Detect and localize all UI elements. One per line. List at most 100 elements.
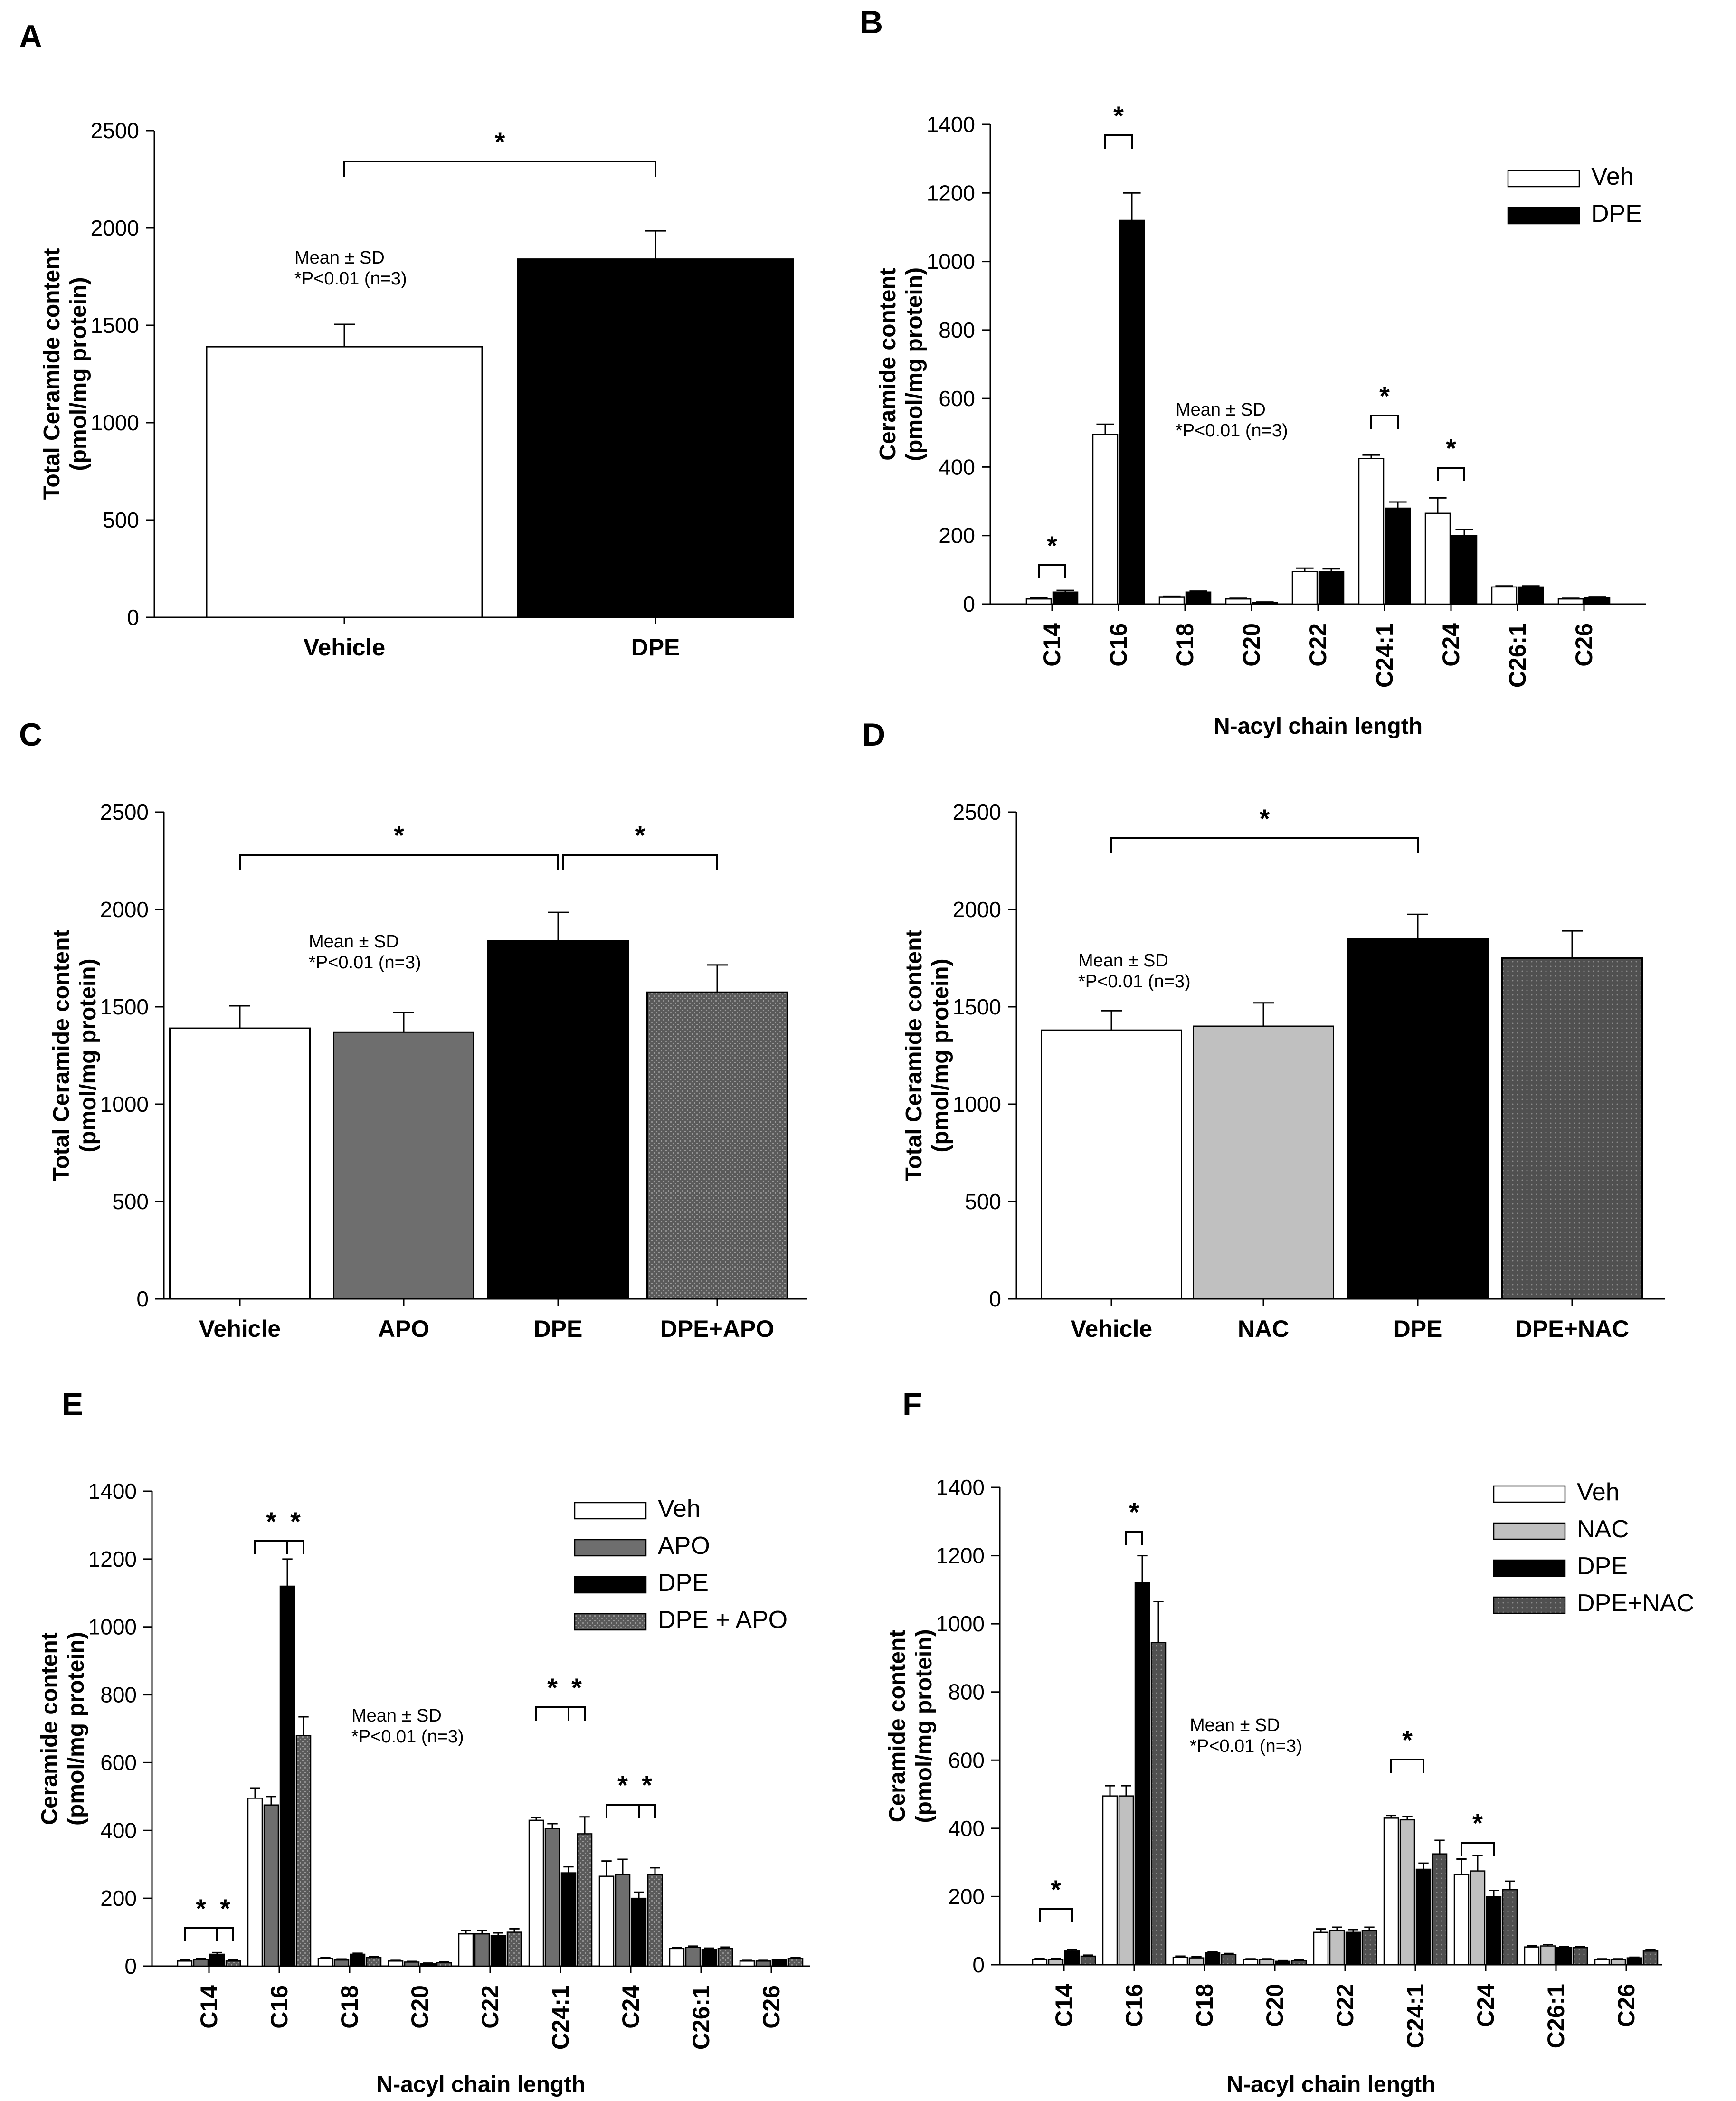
significance-bracket xyxy=(1390,1759,1424,1773)
significance-star: * xyxy=(1129,1497,1139,1527)
bar-nac-c24-1 xyxy=(1399,1819,1415,1966)
legend-label: APO xyxy=(658,1532,710,1560)
x-axis-title: N-acyl chain length xyxy=(376,2072,585,2097)
x-category-label: C16 xyxy=(266,1985,293,2029)
bar-dpe-c14 xyxy=(1064,1950,1080,1966)
significance-bracket xyxy=(1437,467,1465,481)
significance-star: * xyxy=(547,1673,558,1703)
stats-note-pvalue: *P<0.01 (n=3) xyxy=(351,1727,464,1747)
x-category-label: APO xyxy=(378,1315,429,1342)
x-category-label: C22 xyxy=(1332,1984,1358,2027)
bar-apo-c14 xyxy=(193,1959,209,1967)
bar-dpe-nac-c16 xyxy=(1150,1642,1167,1966)
significance-star: * xyxy=(394,820,404,850)
significance-bracket xyxy=(638,1804,656,1818)
legend-label: Veh xyxy=(1577,1478,1620,1506)
bar-veh-c20 xyxy=(1243,1959,1259,1966)
significance-bracket xyxy=(606,1804,640,1818)
y-axis-title: (pmol/mg protein) xyxy=(66,277,91,471)
bar-veh-c26-1 xyxy=(1491,586,1518,605)
bar-veh-c26 xyxy=(1557,598,1584,605)
stats-note-mean: Mean ± SD xyxy=(309,932,399,952)
significance-bracket xyxy=(568,1706,586,1721)
legend-swatch xyxy=(1493,1596,1566,1614)
x-category-label: Vehicle xyxy=(304,634,385,661)
significance-star: * xyxy=(617,1770,628,1800)
significance-star: * xyxy=(196,1893,206,1923)
legend-swatch xyxy=(1493,1522,1566,1540)
y-tick-label: 800 xyxy=(939,318,975,342)
x-category-label: C26 xyxy=(758,1985,785,2029)
bar-veh-c24 xyxy=(598,1875,615,1967)
x-category-label: C26:1 xyxy=(1504,623,1531,688)
y-tick-label: 800 xyxy=(948,1680,985,1704)
significance-star: * xyxy=(1402,1725,1413,1755)
bar-dpe xyxy=(1347,938,1489,1300)
y-tick-label: 1000 xyxy=(936,1611,985,1636)
bar-vehicle xyxy=(169,1027,311,1300)
bar-dpe-c24-1 xyxy=(560,1872,577,1967)
bar-dpe-c26 xyxy=(1584,597,1611,605)
bar-apo-c16 xyxy=(263,1804,279,1967)
x-category-label: C26:1 xyxy=(1543,1984,1569,2048)
bar-dpe-apo-c14 xyxy=(225,1960,241,1967)
significance-bracket xyxy=(184,1927,218,1941)
y-axis-title: (pmol/mg protein) xyxy=(928,959,953,1153)
legend-label: DPE + APO xyxy=(658,1606,787,1634)
y-tick-label: 2500 xyxy=(100,800,149,824)
bar-dpe xyxy=(517,258,794,618)
significance-bracket xyxy=(1370,415,1399,429)
stats-note-mean: Mean ± SD xyxy=(1190,1715,1280,1735)
stats-note-mean: Mean ± SD xyxy=(294,248,385,268)
y-tick-label: 1000 xyxy=(953,1092,1001,1117)
bar-veh-c24 xyxy=(1424,512,1451,605)
bar-dpe-c18 xyxy=(1185,591,1212,605)
x-category-label: C24 xyxy=(1438,623,1464,667)
y-axis-title: (pmol/mg protein) xyxy=(911,1629,937,1823)
significance-bracket xyxy=(216,1927,234,1941)
x-category-label: C16 xyxy=(1105,623,1132,667)
bar-nac-c14 xyxy=(1048,1959,1064,1966)
bar-veh-c14 xyxy=(177,1960,193,1967)
bar-dpe-apo-c16 xyxy=(295,1735,312,1967)
y-tick-label: 2000 xyxy=(100,897,149,922)
bar-veh-c16 xyxy=(1102,1795,1118,1966)
bar-apo-c26-1 xyxy=(685,1947,701,1967)
bar-dpe-c26-1 xyxy=(1518,586,1544,605)
significance-star: * xyxy=(1113,101,1124,131)
bar-dpe-nac-c24-1 xyxy=(1432,1853,1448,1966)
significance-star: * xyxy=(642,1770,652,1800)
y-tick-label: 1000 xyxy=(91,410,139,435)
bar-veh-c14 xyxy=(1032,1959,1048,1966)
legend-label: DPE xyxy=(658,1569,709,1597)
significance-star: * xyxy=(266,1506,276,1536)
x-category-label: C20 xyxy=(1238,623,1265,667)
bar-dpe-c26 xyxy=(1626,1957,1642,1966)
x-category-label: C18 xyxy=(336,1985,363,2029)
bar-dpe-c20 xyxy=(420,1963,436,1967)
x-category-label: C24 xyxy=(617,1985,644,2029)
significance-star: * xyxy=(1379,381,1390,411)
legend-swatch xyxy=(1507,170,1580,188)
y-tick-label: 500 xyxy=(965,1189,1001,1214)
bar-vehicle xyxy=(1041,1029,1182,1300)
y-tick-label: 1200 xyxy=(88,1547,137,1571)
x-category-label: C18 xyxy=(1172,623,1198,667)
y-axis-title: Total Ceramide content xyxy=(39,248,65,500)
y-tick-label: 1500 xyxy=(100,994,149,1019)
y-tick-label: 0 xyxy=(136,1287,149,1311)
bar-dpe-nac xyxy=(1501,957,1643,1300)
y-tick-label: 1400 xyxy=(927,112,975,137)
bar-veh-c26-1 xyxy=(1524,1946,1540,1966)
significance-bracket xyxy=(1038,564,1066,578)
panel-a: A 0 500 1000 1500 2000 2500 Total Ceramide cont… xyxy=(19,19,794,661)
y-tick-label: 2000 xyxy=(953,897,1001,922)
bar-dpe-c24-1 xyxy=(1385,507,1411,605)
bar-veh-c16 xyxy=(247,1798,263,1967)
y-tick-label: 1500 xyxy=(91,313,139,338)
bar-apo-c20 xyxy=(404,1961,420,1967)
legend-label: NAC xyxy=(1577,1515,1629,1543)
x-category-label: C26 xyxy=(1571,623,1597,667)
panel-letter: D xyxy=(862,717,885,753)
bar-dpe-nac-c18 xyxy=(1221,1954,1237,1966)
